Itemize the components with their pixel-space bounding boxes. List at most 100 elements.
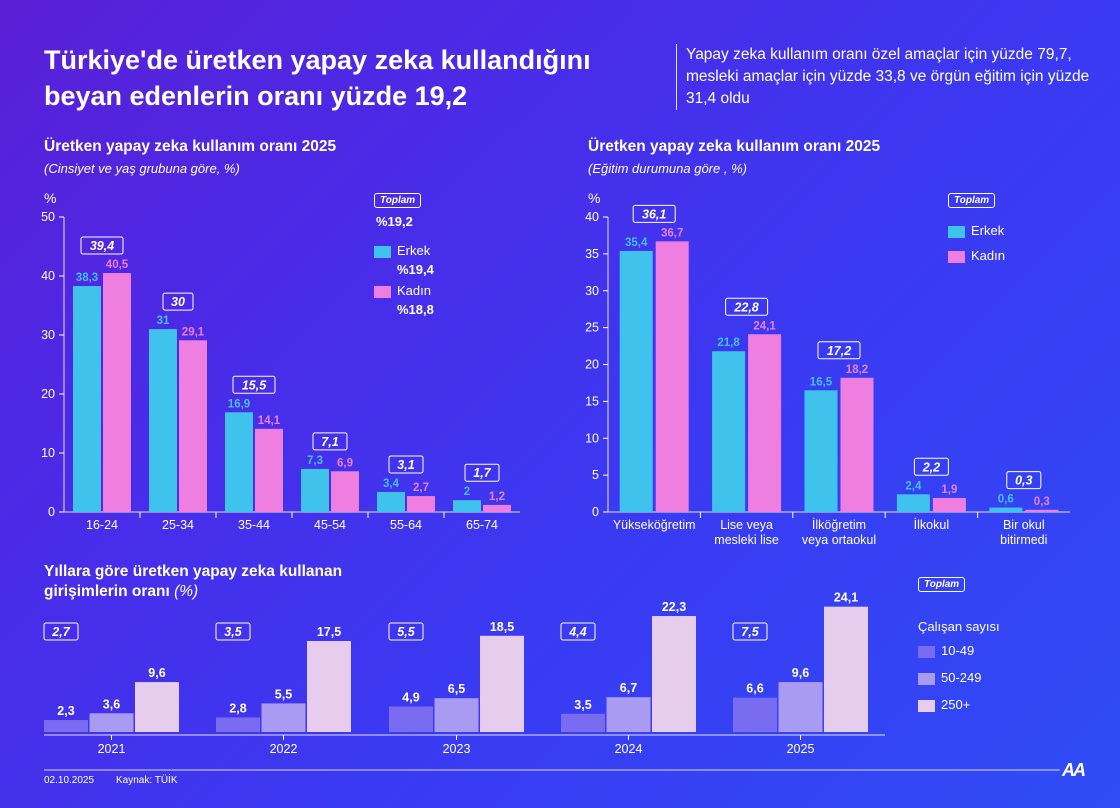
left-total-label-box bbox=[80, 236, 124, 255]
right-value-label: 21,8 bbox=[717, 337, 740, 349]
bottom-total-label-box bbox=[732, 622, 768, 641]
left-value-label: 14,1 bbox=[258, 415, 281, 427]
left-total-label-box bbox=[312, 432, 348, 451]
bottom-value-label: 17,5 bbox=[317, 625, 341, 639]
bottom-year-label: 2024 bbox=[615, 742, 643, 756]
bottom-bar-chart: 2,3 3,6 9,6 2,7 2021 2,8 5,5 17,5 3,5 2022 4,9 6,5 1… bbox=[43, 591, 885, 756]
left-bar-erkek bbox=[149, 329, 177, 512]
legend-erkek-label: Erkek bbox=[971, 223, 1005, 238]
legend-swatch-small bbox=[918, 645, 935, 658]
legend-swatch-medium bbox=[918, 672, 935, 685]
right-value-label: 0,3 bbox=[1034, 496, 1050, 508]
left-total-label-box bbox=[388, 455, 424, 474]
right-total-label: 0,3 bbox=[1015, 474, 1032, 488]
right-ytick-label: 25 bbox=[585, 321, 599, 335]
right-ytick-label: 30 bbox=[585, 284, 599, 298]
left-value-label: 31 bbox=[157, 315, 170, 327]
right-total-label-box bbox=[725, 297, 769, 316]
bottom-chart-title: Yıllara göre üretken yapay zeka kullanan… bbox=[44, 562, 342, 602]
left-total-label-box bbox=[232, 375, 276, 394]
bottom-bar-50-249 bbox=[606, 697, 651, 732]
left-total-label: 7,1 bbox=[321, 435, 338, 449]
right-yaxis-unit: % bbox=[588, 190, 600, 206]
right-category-label: Yükseköğretim bbox=[613, 518, 696, 532]
main-title: Türkiye'de üretken yapay zeka kullandığı… bbox=[44, 45, 591, 111]
right-total-label-box bbox=[913, 457, 949, 476]
left-legend-toplam-box: Toplam bbox=[374, 193, 422, 208]
bottom-total-label-box bbox=[215, 622, 251, 641]
bottom-value-label: 6,5 bbox=[448, 682, 465, 696]
bottom-total-label: 5,5 bbox=[397, 625, 415, 639]
right-total-label: 36,1 bbox=[642, 207, 666, 221]
right-bar-kadin bbox=[655, 241, 689, 512]
right-total-label: 17,2 bbox=[827, 344, 851, 358]
bottom-total-label: 3,5 bbox=[224, 625, 242, 639]
bottom-total-label-box bbox=[560, 622, 596, 641]
legend-erkek-label: Erkek bbox=[397, 243, 431, 258]
left-bar-kadin bbox=[483, 504, 511, 512]
left-legend-kadin-value: %18,8 bbox=[397, 302, 434, 317]
left-total-label: 3,1 bbox=[397, 458, 414, 472]
bottom-bar-10-49 bbox=[733, 697, 777, 732]
right-bar-erkek bbox=[619, 250, 653, 513]
right-bar-chart: % 0 5 10 15 20 25 30 35 40 35,4 36,7 36,1 Yükseköğret… bbox=[585, 190, 1070, 547]
right-category-label: veya ortaokul bbox=[802, 533, 876, 547]
right-value-label: 2,4 bbox=[905, 480, 922, 492]
bottom-value-label: 24,1 bbox=[834, 591, 858, 605]
legend-swatch-erkek bbox=[948, 225, 965, 238]
bottom-legend-item-medium: 50-249 bbox=[918, 670, 981, 685]
left-value-label: 2 bbox=[464, 486, 470, 498]
footer-date: 02.10.2025 bbox=[44, 775, 95, 786]
bottom-value-label: 22,3 bbox=[662, 600, 686, 614]
bottom-bar-50-249 bbox=[778, 682, 823, 732]
right-bar-erkek bbox=[804, 390, 838, 512]
bottom-chart-title-line2: girişimlerin oranı bbox=[44, 583, 170, 600]
right-category-label: bitirmedi bbox=[1000, 533, 1047, 547]
right-ytick-label: 10 bbox=[585, 431, 599, 445]
bottom-year-label: 2025 bbox=[787, 742, 815, 756]
right-legend-kadin: Kadın bbox=[948, 248, 1005, 263]
right-bar-kadin bbox=[1025, 509, 1059, 512]
left-total-label-box bbox=[464, 463, 500, 482]
left-bar-erkek bbox=[301, 468, 329, 512]
left-ytick-label: 30 bbox=[41, 328, 55, 342]
left-yaxis-unit: % bbox=[44, 190, 56, 206]
right-total-label-box bbox=[817, 341, 861, 360]
legend-swatch-kadin bbox=[948, 250, 965, 263]
left-value-label: 6,9 bbox=[337, 457, 353, 469]
left-legend-kadin: Kadın bbox=[374, 283, 431, 298]
right-ytick-label: 20 bbox=[585, 358, 599, 372]
right-category-label: İlköğretim bbox=[812, 518, 866, 532]
left-ytick-label: 20 bbox=[41, 387, 55, 401]
bottom-bar-10-49 bbox=[216, 717, 260, 732]
right-bar-kadin bbox=[748, 334, 782, 512]
left-value-label: 7,3 bbox=[307, 455, 323, 467]
bottom-value-label: 6,7 bbox=[620, 681, 637, 695]
bottom-value-label: 2,3 bbox=[57, 704, 74, 718]
left-category-label: 35-44 bbox=[238, 518, 270, 532]
bottom-value-label: 5,5 bbox=[275, 687, 292, 701]
bottom-value-label: 18,5 bbox=[490, 620, 514, 634]
bottom-bar-10-49 bbox=[389, 706, 433, 732]
right-value-label: 24,1 bbox=[753, 320, 776, 332]
right-bar-kadin bbox=[932, 497, 966, 512]
left-ytick-label: 40 bbox=[41, 269, 55, 283]
bottom-value-label: 2,8 bbox=[229, 701, 246, 715]
bottom-legend-heading: Çalışan sayısı bbox=[918, 619, 1000, 634]
right-total-label: 2,2 bbox=[922, 460, 940, 474]
right-value-label: 0,6 bbox=[998, 494, 1014, 506]
bottom-bar-250+ bbox=[480, 635, 524, 732]
left-total-label-box bbox=[162, 292, 194, 311]
bottom-value-label: 9,6 bbox=[148, 666, 165, 680]
left-legend-toplam-value: %19,2 bbox=[376, 214, 413, 229]
right-category-label: mesleki lise bbox=[714, 533, 779, 547]
right-ytick-label: 15 bbox=[585, 394, 599, 408]
left-category-label: 55-64 bbox=[390, 518, 422, 532]
right-ytick-label: 35 bbox=[585, 247, 599, 261]
legend-kadin-label: Kadın bbox=[971, 248, 1005, 263]
left-value-label: 2,7 bbox=[413, 482, 429, 494]
right-value-label: 35,4 bbox=[625, 237, 648, 249]
left-bar-kadin bbox=[179, 340, 207, 512]
right-ytick-label: 5 bbox=[592, 468, 599, 482]
